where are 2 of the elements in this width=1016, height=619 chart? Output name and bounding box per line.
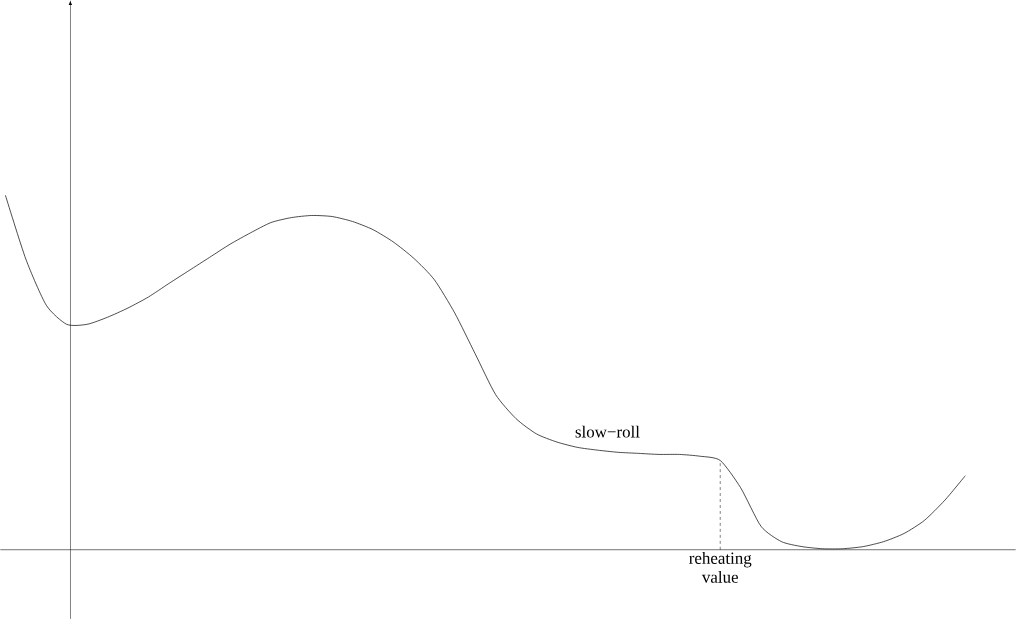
- text: reheating value: [689, 551, 752, 583]
- annotation: slow−roll: [575, 425, 640, 438]
